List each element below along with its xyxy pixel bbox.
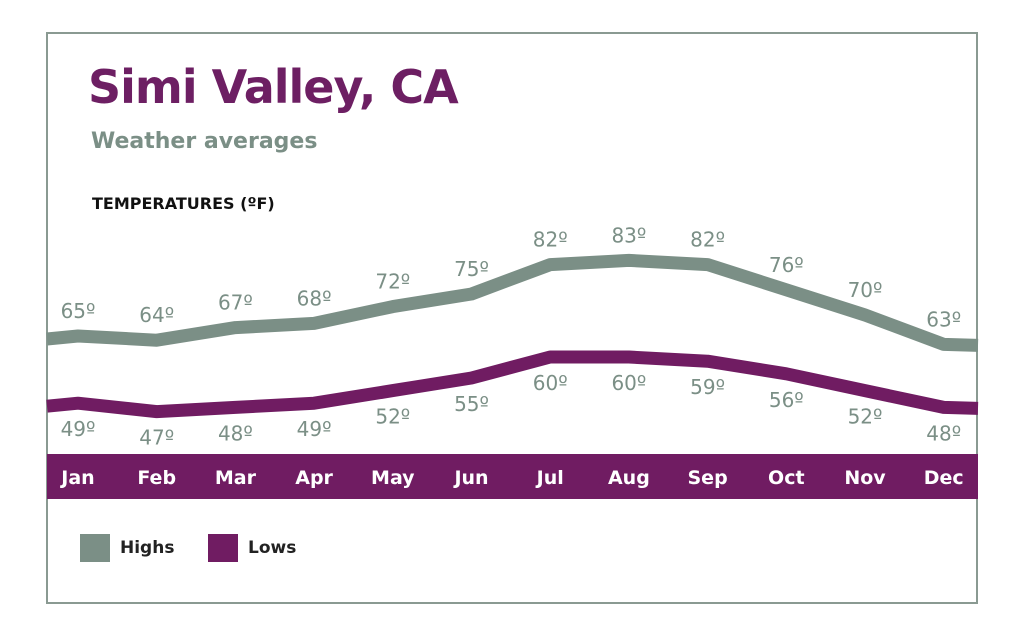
data-label-highs-sep: 82º <box>690 228 725 252</box>
data-label-lows-jun: 55º <box>454 392 489 416</box>
x-tick-label-may: May <box>371 467 415 489</box>
data-label-lows-apr: 49º <box>297 417 332 441</box>
chart-title: Simi Valley, CA <box>88 60 459 114</box>
x-tick-label-aug: Aug <box>608 467 650 489</box>
chart-subtitle: Weather averages <box>91 129 318 154</box>
data-label-highs-jul: 82º <box>533 228 568 252</box>
legend-label-lows: Lows <box>248 538 297 558</box>
x-tick-label-apr: Apr <box>295 467 333 489</box>
x-tick-label-jul: Jul <box>535 467 564 489</box>
legend-swatch-highs <box>80 534 110 562</box>
y-axis-label: TEMPERATURES (ºF) <box>92 194 275 213</box>
x-tick-label-sep: Sep <box>688 467 728 489</box>
x-tick-label-jun: Jun <box>452 467 488 489</box>
data-label-lows-oct: 56º <box>769 388 804 412</box>
data-label-lows-jul: 60º <box>533 371 568 395</box>
x-axis-band <box>47 454 978 499</box>
data-label-highs-mar: 67º <box>218 291 253 315</box>
data-label-highs-jun: 75º <box>454 257 489 281</box>
chart-frame <box>46 32 978 604</box>
series-line-highs <box>46 253 979 352</box>
data-label-highs-aug: 83º <box>611 223 646 247</box>
series-line-lows <box>46 350 979 419</box>
data-label-lows-may: 52º <box>375 405 410 429</box>
legend-swatch-lows <box>208 534 238 562</box>
x-tick-label-mar: Mar <box>215 467 257 489</box>
data-label-highs-nov: 70º <box>848 278 883 302</box>
data-label-lows-sep: 59º <box>690 375 725 399</box>
data-label-lows-aug: 60º <box>611 371 646 395</box>
data-label-lows-dec: 48º <box>926 421 961 445</box>
data-label-lows-nov: 52º <box>848 405 883 429</box>
data-label-highs-oct: 76º <box>769 253 804 277</box>
x-tick-label-feb: Feb <box>137 467 176 489</box>
x-tick-label-nov: Nov <box>844 467 886 489</box>
data-label-highs-may: 72º <box>375 270 410 294</box>
data-label-lows-feb: 47º <box>139 426 174 450</box>
x-tick-label-dec: Dec <box>924 467 964 489</box>
data-label-highs-feb: 64º <box>139 303 174 327</box>
legend-item-lows: Lows <box>208 534 296 562</box>
x-tick-label-jan: Jan <box>59 467 94 489</box>
legend-label-highs: Highs <box>120 538 175 558</box>
data-label-highs-apr: 68º <box>297 286 332 310</box>
legend-item-highs: Highs <box>80 534 174 562</box>
data-label-lows-jan: 49º <box>61 417 96 441</box>
data-label-lows-mar: 48º <box>218 421 253 445</box>
data-label-highs-dec: 63º <box>926 307 961 331</box>
x-tick-label-oct: Oct <box>768 467 805 489</box>
data-label-highs-jan: 65º <box>61 299 96 323</box>
